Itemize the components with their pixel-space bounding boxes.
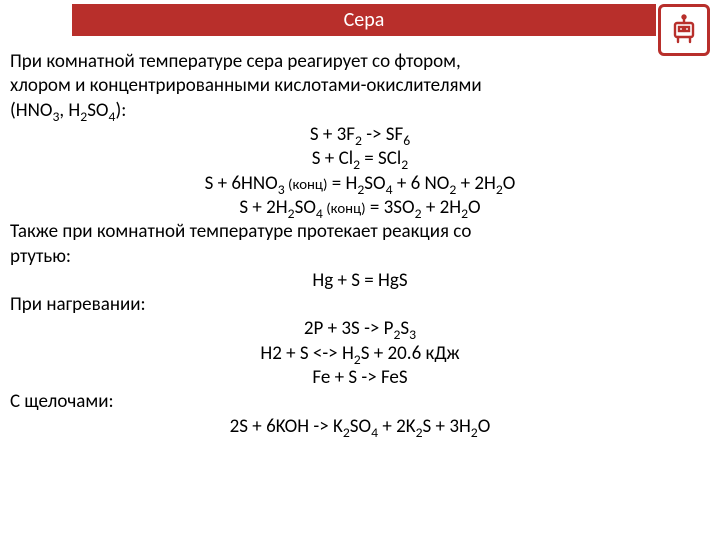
slide-content: При комнатной температуре сера реагирует…: [10, 50, 710, 439]
equation-1: S + 3F2 -> SF6: [10, 123, 710, 147]
equation-6: 2P + 3S -> P2S3: [10, 317, 710, 341]
equation-3: S + 6HNO3 (конц) = H2SO4 + 6 NO2 + 2H2O: [10, 172, 710, 196]
intro-line3: (HNO3, H2SO4):: [10, 99, 710, 123]
mercury-line2: ртутью:: [10, 245, 710, 269]
alkali-label: C щелочами:: [10, 390, 710, 414]
title-text: Сера: [344, 8, 385, 32]
equation-9: 2S + 6KOH -> K2SO4 + 2K2S + 3H2O: [10, 415, 710, 439]
intro-line2: хлором и концентрированными кислотами-ок…: [10, 74, 710, 98]
equation-4: S + 2H2SO4 (конц) = 3SO2 + 2H2O: [10, 196, 710, 220]
heating-label: При нагревании:: [10, 293, 710, 317]
equation-8: Fe + S -> FeS: [10, 366, 710, 390]
title-banner: Сера: [72, 4, 656, 36]
equation-7: H2 + S <-> H2S + 20.6 кДж: [10, 342, 710, 366]
equation-5: Hg + S = HgS: [10, 269, 710, 293]
equation-2: S + Cl2 = SCl2: [10, 147, 710, 171]
mercury-line1: Также при комнатной температуре протекае…: [10, 220, 710, 244]
intro-line1: При комнатной температуре сера реагирует…: [10, 50, 710, 74]
robot-icon: [658, 4, 710, 56]
